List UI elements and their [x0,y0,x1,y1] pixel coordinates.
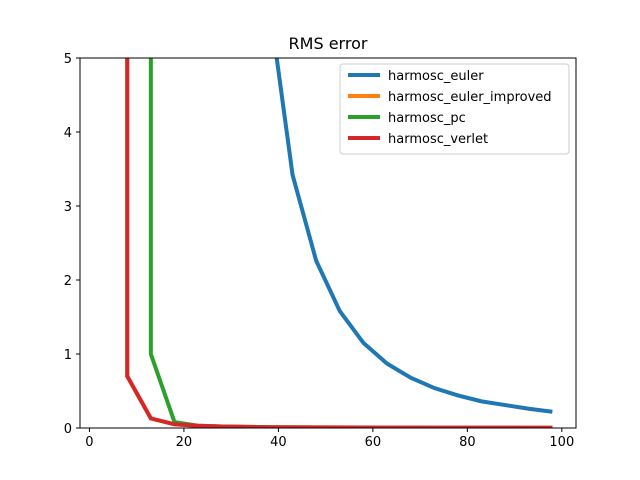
series-line-harmosc_euler [274,58,553,414]
y-tick-label: 3 [64,200,72,215]
x-tick-label: 100 [549,435,574,450]
x-tick-label: 0 [85,435,93,450]
y-tick-label: 4 [64,126,72,141]
legend-label: harmosc_verlet [388,132,488,147]
chart-title: RMS error [289,34,368,53]
legend-label: harmosc_euler [388,69,484,84]
y-tick-label: 5 [64,52,72,67]
plot-frame [79,57,577,429]
legend: harmosc_euler harmosc_euler_improvedharmo… [339,63,570,155]
legend-label: harmosc_euler_improved [388,90,552,105]
legend-box [339,63,570,155]
x-tick-label: 40 [270,435,287,450]
y-tick-label: 2 [64,274,72,289]
legend-label: harmosc_pc [388,111,466,126]
x-tick-label: 80 [459,435,476,450]
x-tick-label: 60 [365,435,382,450]
axis-ticks: 0 20 40 60 80 100 0 1 2 3 4 5 [64,52,575,450]
y-tick-label: 1 [64,348,72,363]
x-tick-label: 20 [176,435,193,450]
y-tick-label: 0 [64,422,72,437]
